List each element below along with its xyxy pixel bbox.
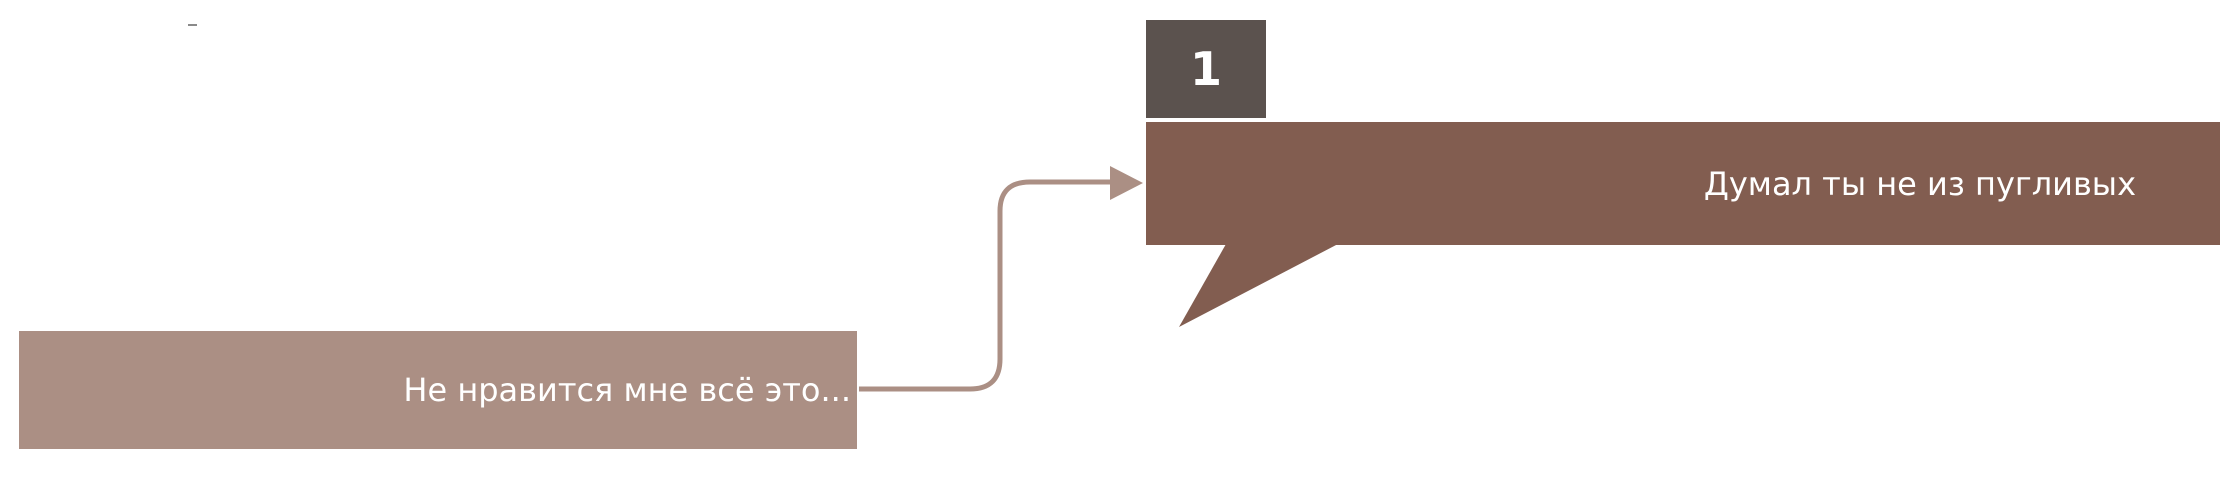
speech-box: Думал ты не из пугливых: [1146, 122, 2220, 245]
speech-box-text: Думал ты не из пугливых: [1703, 164, 2136, 203]
corner-tick-mark: [188, 24, 197, 26]
connector-line: [859, 179, 1112, 392]
step-badge-background: [1146, 20, 1266, 118]
source-box-text: Не нравится мне всё это...: [403, 371, 851, 409]
step-number: 1: [1189, 42, 1222, 96]
step-number-badge: 1: [1146, 20, 1266, 118]
connector-arrowhead: [1110, 166, 1143, 200]
speech-bubble-tail: [1179, 244, 1338, 327]
source-box: Не нравится мне всё это...: [19, 331, 857, 449]
